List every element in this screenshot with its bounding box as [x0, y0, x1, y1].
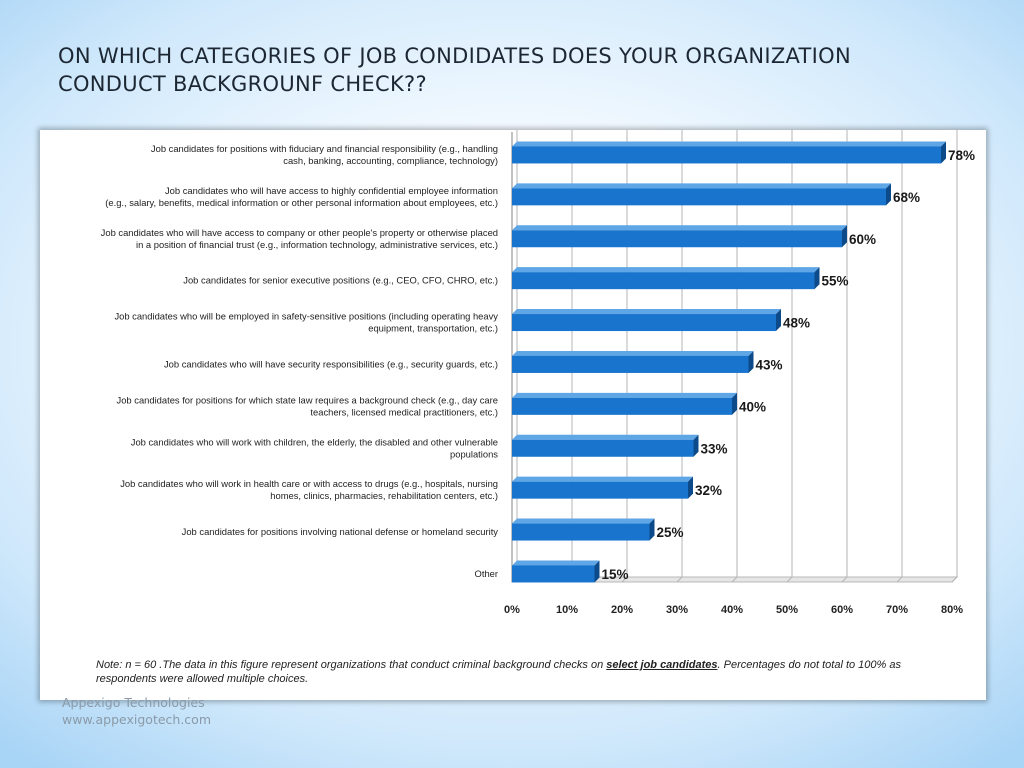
data-label: 78%: [948, 148, 975, 163]
category-label: homes, clinics, pharmacies, rehabilitati…: [270, 490, 498, 501]
data-label: 40%: [739, 399, 766, 414]
bar-side-face: [842, 225, 847, 248]
data-label: 32%: [695, 483, 722, 498]
category-label: (e.g., salary, benefits, medical informa…: [105, 197, 498, 208]
bar-side-face: [688, 476, 693, 499]
bar: [512, 146, 941, 164]
x-tick-label: 0%: [504, 604, 520, 616]
bar-top-face: [512, 267, 820, 273]
category-label: cash, banking, accounting, compliance, t…: [283, 155, 498, 166]
x-tick-label: 10%: [556, 604, 578, 616]
bar-top-face: [512, 392, 737, 398]
bar: [512, 355, 749, 373]
data-label: 33%: [701, 441, 728, 456]
x-tick-label: 70%: [886, 604, 908, 616]
gridline-floor: [841, 576, 848, 583]
bar: [512, 397, 732, 415]
gridline-floor: [951, 576, 958, 583]
x-tick-label: 60%: [831, 604, 853, 616]
bar-top-face: [512, 183, 891, 189]
category-label: equipment, transportation, etc.): [368, 323, 498, 334]
note-prefix: Note: n = 60 .The data in this figure re…: [96, 659, 607, 671]
category-label: Job candidates who will have security re…: [164, 358, 498, 369]
x-tick-label: 40%: [721, 604, 743, 616]
x-tick-label: 30%: [666, 604, 688, 616]
bar-chart: 0% 10% 20% 30% 40% 50% 60% 70% 80% 78% Job candida…: [101, 130, 975, 616]
category-label: Job candidates for positions with fiduci…: [151, 143, 498, 154]
category-label: Job candidates who will be employed in s…: [114, 311, 498, 322]
bar: [512, 439, 694, 457]
bar-top-face: [512, 560, 600, 566]
data-label: 25%: [657, 525, 684, 540]
x-tick-label: 80%: [941, 604, 963, 616]
bar-side-face: [594, 560, 600, 583]
slide-title-line-2: CONDUCT BACKGROUNF CHECK??: [58, 72, 427, 96]
category-label: Job candidates for positions involving n…: [182, 526, 499, 537]
bar-side-face: [748, 350, 754, 373]
note-suffix: . Percentages do not total to 100% as re…: [96, 659, 901, 685]
category-label: Job candidates who will have access to c…: [101, 227, 498, 238]
slide-title-line-1: ON WHICH CATEGORIES OF JOB CONDIDATES DO…: [58, 44, 851, 68]
bar-side-face: [776, 309, 781, 332]
gridline-floor: [621, 576, 628, 583]
bar-side-face: [814, 267, 820, 290]
gridline-floor: [676, 576, 683, 583]
bar: [512, 188, 886, 206]
category-label: Job candidates for senior executive posi…: [183, 275, 498, 286]
data-label: 48%: [783, 316, 810, 331]
category-label: Job candidates for positions for which s…: [117, 394, 498, 405]
category-label: teachers, licensed medical practitioners…: [310, 406, 498, 417]
bar-side-face: [732, 392, 737, 415]
bar-top-face: [512, 434, 699, 440]
category-label: Job candidates who will have access to h…: [165, 185, 498, 196]
x-tick-label: 20%: [611, 604, 633, 616]
category-label: populations: [450, 448, 498, 459]
bar-side-face: [941, 141, 946, 164]
bar: [512, 481, 688, 499]
bar: [512, 523, 650, 541]
data-label: 15%: [602, 567, 629, 582]
slide-title: ON WHICH CATEGORIES OF JOB CONDIDATES DO…: [58, 42, 978, 98]
bar-side-face: [649, 518, 655, 541]
bar: [512, 565, 595, 583]
category-label: Other: [475, 568, 498, 579]
footer-website: www.appexigotech.com: [62, 712, 212, 727]
category-label: Job candidates who will work in health c…: [120, 478, 498, 489]
bar: [512, 230, 842, 248]
bar: [512, 272, 815, 290]
chart-note: Note: n = 60 .The data in this figure re…: [96, 658, 956, 686]
data-label: 68%: [893, 190, 920, 205]
bar-top-face: [512, 225, 847, 231]
gridline-floor: [896, 576, 903, 583]
footer-company: Appexigo Technologies: [62, 695, 205, 710]
bar-top-face: [512, 141, 946, 147]
x-tick-label: 50%: [776, 604, 798, 616]
bar: [512, 314, 776, 332]
chart-panel: 0% 10% 20% 30% 40% 50% 60% 70% 80% 78% Job candida…: [40, 130, 986, 700]
bar-top-face: [512, 309, 781, 315]
bar-top-face: [512, 518, 655, 524]
gridline-floor: [731, 576, 738, 583]
bar-top-face: [512, 476, 693, 482]
data-label: 43%: [756, 357, 783, 372]
bar-side-face: [693, 434, 699, 457]
category-label: in a position of financial trust (e.g., …: [136, 239, 498, 250]
gridline-floor: [786, 576, 793, 583]
bar-top-face: [512, 350, 754, 356]
category-label: Job candidates who will work with childr…: [131, 436, 498, 447]
note-emphasis: select job candidates: [606, 659, 718, 671]
data-label: 60%: [849, 232, 876, 247]
bar-side-face: [886, 183, 891, 206]
data-label: 55%: [822, 274, 849, 289]
footer: Appexigo Technologies www.appexigotech.c…: [62, 694, 211, 728]
